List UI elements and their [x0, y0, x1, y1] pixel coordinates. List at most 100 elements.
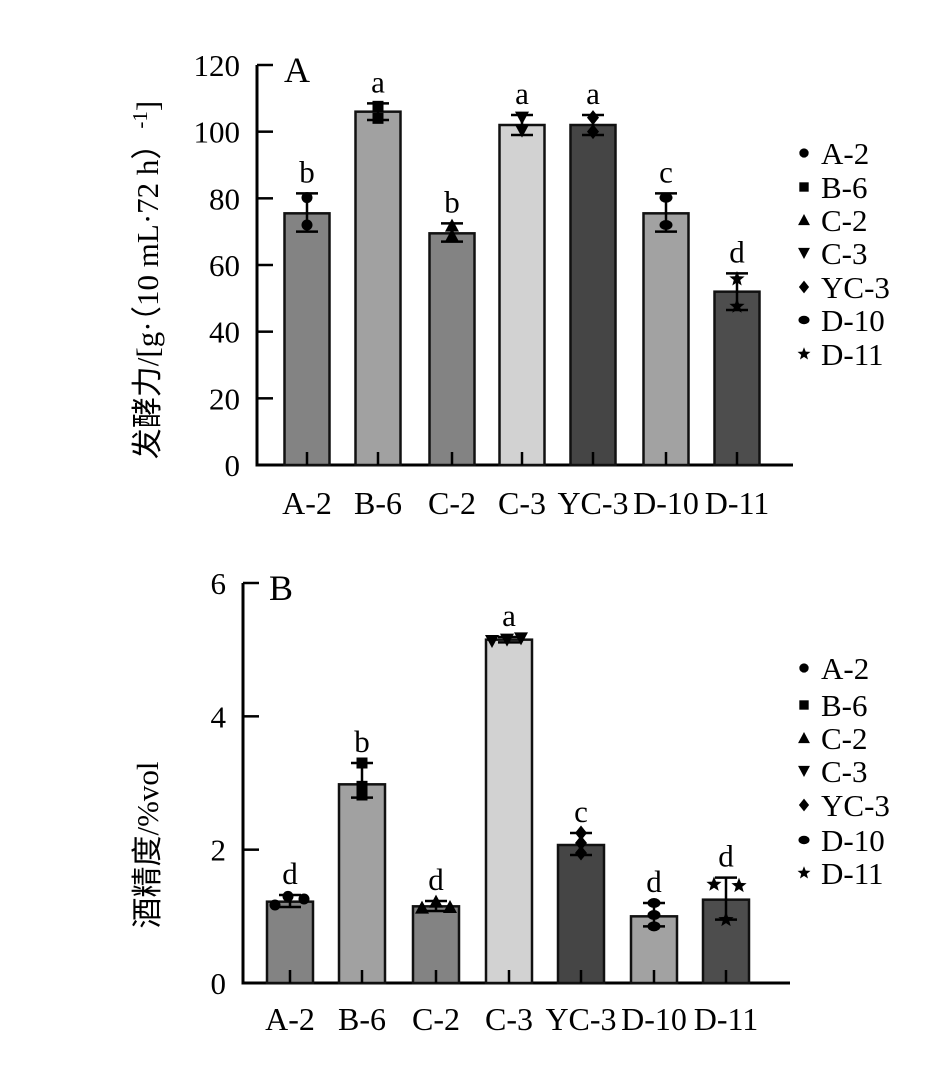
- y-tick-label: 80: [209, 181, 240, 216]
- x-tick-label-C-3: C-3: [485, 1001, 533, 1037]
- bar-YC-3: [569, 123, 617, 467]
- triangle-down-marker-C-3: [485, 635, 499, 648]
- x-tick-label-C-2: C-2: [412, 1001, 460, 1037]
- bar-B-6: [354, 110, 402, 467]
- legend: A-2B-6C-2C-3YC-3D-10D-11: [797, 651, 890, 891]
- sig-letter-B-6: a: [371, 64, 385, 99]
- diamond-icon: [798, 798, 810, 812]
- legend-item-C-3: C-3: [798, 754, 868, 789]
- x-tick-label-D-11: D-11: [705, 485, 770, 521]
- bar-D-11: [713, 290, 761, 467]
- legend-item-C-3: C-3: [798, 236, 868, 271]
- triangle-up-marker-C-2: [443, 900, 457, 913]
- sig-letter-A-2: b: [299, 154, 315, 189]
- legend-label: C-3: [821, 754, 868, 789]
- bar-C-2: [428, 232, 476, 467]
- legend-label: D-11: [821, 856, 884, 891]
- y-tick-label: 6: [211, 566, 227, 601]
- square-marker-B-6: [356, 780, 368, 792]
- x-tick-label-D-10: D-10: [621, 1001, 687, 1037]
- legend-label: D-10: [821, 823, 885, 858]
- x-tick-label-B-6: B-6: [354, 485, 402, 521]
- legend-item-D-11: D-11: [797, 856, 884, 891]
- ellipse-icon: [798, 315, 810, 325]
- square-marker-B-6: [356, 789, 368, 801]
- y-tick-label: 40: [209, 315, 240, 350]
- y-tick-label: 4: [211, 699, 227, 734]
- circle-marker-A-2: [282, 890, 294, 902]
- triangle-up-icon: [798, 214, 810, 226]
- sig-letter-YC-3: a: [586, 76, 600, 111]
- triangle-up-icon: [798, 732, 810, 744]
- x-tick-label-A-2: A-2: [282, 485, 332, 521]
- y-tick-label: 60: [209, 248, 240, 283]
- square-marker-B-6: [372, 100, 384, 112]
- ellipse-marker-D-10: [647, 898, 661, 908]
- triangle-down-marker-C-3: [515, 124, 529, 138]
- ellipse-marker-D-10: [659, 192, 673, 203]
- y-tick-label: 120: [194, 48, 241, 83]
- sig-letter-C-2: b: [444, 184, 460, 219]
- legend: A-2B-6C-2C-3YC-3D-10D-11: [797, 136, 890, 372]
- sig-letter-D-10: c: [659, 154, 673, 189]
- circle-icon: [799, 148, 809, 158]
- legend-item-YC-3: YC-3: [798, 788, 890, 823]
- y-axis-label: 发酵力/[g·（10 mL·72 h）-1]: [128, 101, 165, 459]
- triangle-up-marker-C-2: [445, 228, 459, 242]
- star-marker-D-11: [729, 271, 745, 286]
- legend-item-YC-3: YC-3: [798, 270, 890, 305]
- circle-icon: [799, 663, 809, 673]
- legend-label: YC-3: [821, 270, 890, 305]
- ellipse-marker-D-10: [647, 910, 661, 920]
- triangle-down-marker-C-3: [500, 633, 514, 647]
- square-icon: [799, 182, 809, 192]
- legend-item-A-2: A-2: [799, 651, 869, 686]
- circle-marker-A-2: [269, 899, 281, 911]
- triangle-down-marker-C-3: [515, 111, 529, 125]
- star-marker-D-11: [718, 911, 734, 927]
- y-tick-label: 2: [211, 833, 227, 868]
- sig-letter-C-2: d: [428, 862, 444, 897]
- legend-item-D-10: D-10: [798, 303, 885, 338]
- legend-label: C-3: [821, 236, 868, 271]
- triangle-down-marker-C-3: [514, 632, 528, 646]
- legend-label: C-2: [821, 721, 868, 756]
- bar-D-10: [642, 212, 690, 467]
- diamond-marker-YC-3: [587, 110, 599, 126]
- chart-panel-b: 0 2 4 6 d A-2 b B-6 d C-2 a C-3 c YC-3 d D-10 d D-11 B 酒精度/…: [130, 566, 890, 1037]
- star-marker-D-11: [729, 298, 745, 313]
- triangle-down-icon: [798, 765, 810, 777]
- y-tick-label: 0: [225, 448, 241, 483]
- sig-letter-D-11: d: [718, 839, 734, 874]
- legend-label: D-10: [821, 303, 885, 338]
- sig-letter-YC-3: c: [574, 794, 588, 829]
- diamond-marker-YC-3: [575, 845, 587, 861]
- sig-letter-C-3: a: [502, 598, 516, 633]
- star-marker-D-11: [706, 876, 722, 891]
- sig-letter-D-11: d: [729, 234, 745, 269]
- y-tick-label: 0: [211, 966, 227, 1001]
- legend-label: C-2: [821, 203, 868, 238]
- bar-A-2: [283, 212, 331, 467]
- legend-label: A-2: [821, 136, 869, 171]
- sig-letter-D-10: d: [646, 864, 662, 899]
- legend-item-B-6: B-6: [799, 170, 868, 205]
- panel-label: A: [284, 50, 310, 90]
- legend-item-C-2: C-2: [798, 721, 868, 756]
- y-tick-label: 20: [209, 381, 240, 416]
- bar-C-3: [484, 638, 534, 985]
- panel-label: B: [269, 568, 293, 608]
- x-tick-label-YC-3: YC-3: [557, 485, 628, 521]
- y-tick-label: 100: [194, 115, 241, 150]
- sig-letter-A-2: d: [282, 856, 298, 891]
- legend-item-A-2: A-2: [799, 136, 869, 171]
- legend-label: B-6: [821, 688, 868, 723]
- square-icon: [799, 700, 809, 710]
- legend-item-C-2: C-2: [798, 203, 868, 238]
- chart-panel-a: 0 20 40 60 80 100 120 b A-2 a B-6 b C-2 a C-3 a YC-3 c D-1…: [128, 48, 890, 521]
- legend-item-B-6: B-6: [799, 688, 868, 723]
- bar-C-3: [498, 123, 546, 467]
- diamond-marker-YC-3: [587, 124, 599, 140]
- legend-label: B-6: [821, 170, 868, 205]
